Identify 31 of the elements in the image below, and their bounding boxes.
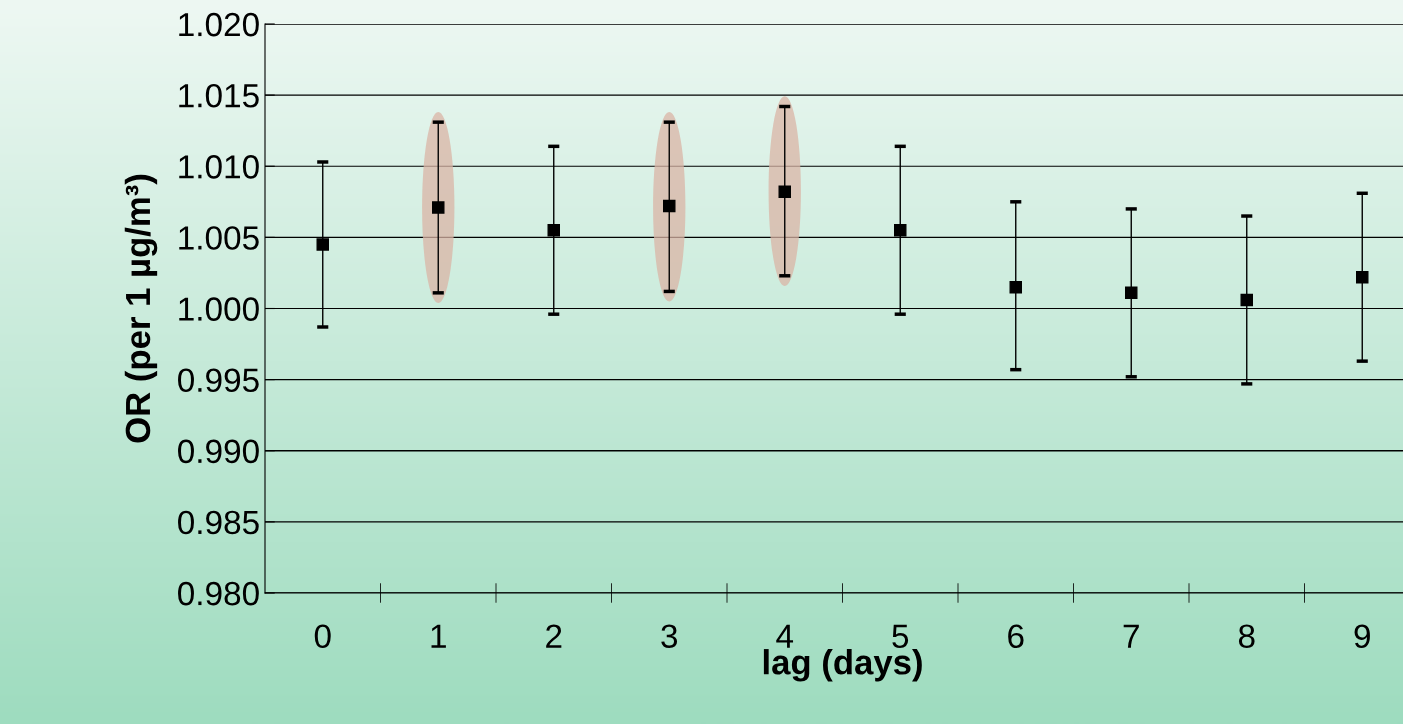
x-tick-label: 5 xyxy=(892,624,909,649)
y-tick-label: 1.020 xyxy=(179,12,259,37)
y-tick-label: 0.980 xyxy=(178,581,259,606)
y-tick-label: 1.005 xyxy=(179,226,259,250)
x-tick-label: 4 xyxy=(776,624,794,648)
y-tick-label: 1.015 xyxy=(179,83,259,108)
point xyxy=(1124,286,1138,300)
y-tick-label: 0.990 xyxy=(178,439,259,464)
point xyxy=(1355,270,1369,284)
point xyxy=(1009,280,1023,294)
point xyxy=(662,199,676,213)
x-tick-label: 1 xyxy=(431,624,446,648)
point xyxy=(893,224,907,237)
point xyxy=(316,238,330,251)
point xyxy=(778,185,792,199)
y-tick-label: 0.995 xyxy=(178,368,259,393)
x-axis-title: lag (days) xyxy=(763,649,922,682)
x-tick-label: 2 xyxy=(546,624,562,648)
y-tick-label: 0.985 xyxy=(178,510,259,535)
x-tick-label: 8 xyxy=(1238,624,1255,649)
point xyxy=(1240,293,1254,307)
y-axis-title: OR (per 1 µg/m³) xyxy=(124,174,158,443)
y-tick-label: 1.000 xyxy=(179,297,259,321)
x-tick-label: 3 xyxy=(661,624,678,649)
x-tick-label: 9 xyxy=(1354,624,1370,649)
x-tick-label: 7 xyxy=(1123,624,1139,648)
point xyxy=(431,201,445,214)
x-tick-label: 0 xyxy=(314,624,331,649)
x-tick-label: 6 xyxy=(1008,624,1024,649)
y-tick-label: 1.010 xyxy=(179,155,259,179)
point xyxy=(547,224,561,237)
